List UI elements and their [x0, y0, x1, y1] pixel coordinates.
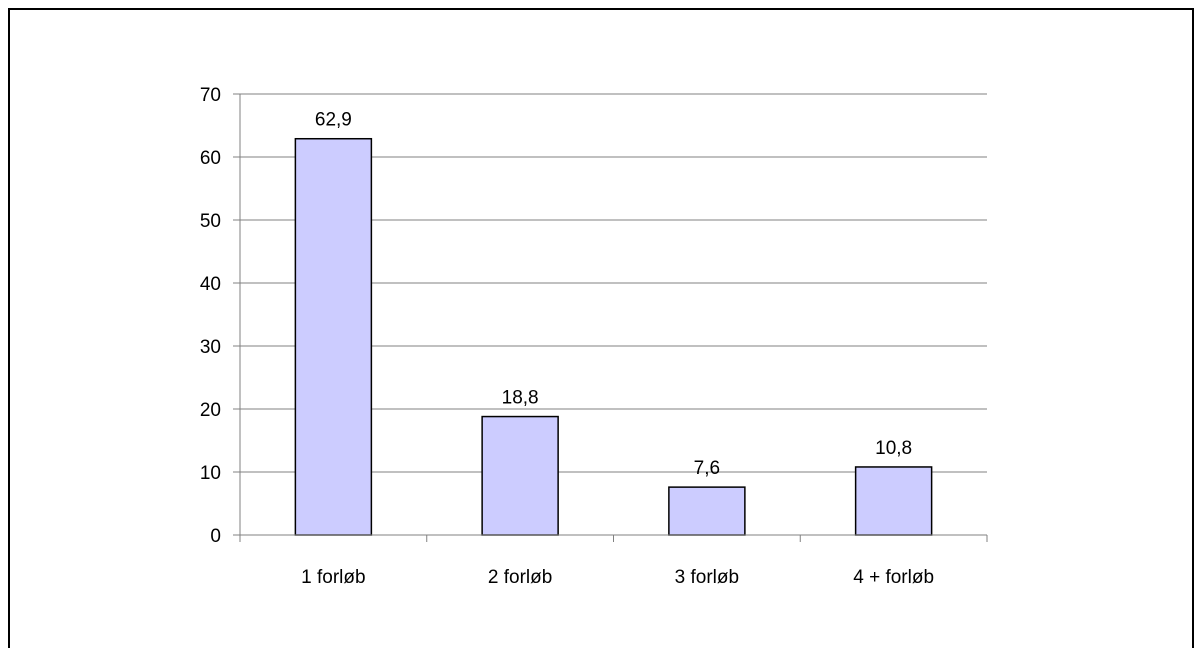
- data-label: 7,6: [694, 458, 720, 479]
- y-tick-label: 40: [200, 274, 221, 295]
- y-tick-label: 10: [200, 463, 221, 484]
- data-label: 10,8: [875, 438, 912, 459]
- y-tick-label: 70: [200, 85, 221, 106]
- x-tick-label: 1 forløb: [301, 567, 365, 588]
- x-tick-label: 3 forløb: [675, 567, 739, 588]
- data-labels: 62,9 18,8 7,6 10,8: [315, 110, 912, 479]
- bar: [668, 486, 746, 536]
- data-label: 18,8: [502, 388, 539, 409]
- bar: [854, 466, 933, 536]
- y-tick-label: 60: [200, 148, 221, 169]
- y-tick-label: 0: [210, 526, 221, 547]
- bar: [481, 415, 559, 536]
- data-label: 62,9: [315, 110, 352, 131]
- y-tick-label: 50: [200, 211, 221, 232]
- y-tick-label: 20: [200, 400, 221, 421]
- chart-frame: [8, 8, 1194, 648]
- x-tick-label: 4 + forløb: [853, 567, 934, 588]
- bar: [294, 137, 373, 536]
- y-tick-label: 30: [200, 337, 221, 358]
- bars: [294, 137, 933, 536]
- y-axis-ticks: 0 10 20 30 40 50 60 70: [200, 85, 240, 547]
- x-axis-ticks: 1 forløb 2 forløb 3 forløb 4 + forløb: [239, 535, 988, 588]
- x-tick-label: 2 forløb: [488, 567, 552, 588]
